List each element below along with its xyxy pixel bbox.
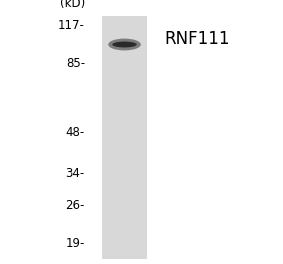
Text: 26-: 26- xyxy=(66,199,85,212)
Text: 85-: 85- xyxy=(66,58,85,70)
Ellipse shape xyxy=(108,39,141,50)
Bar xyxy=(102,16,147,259)
Text: 34-: 34- xyxy=(66,167,85,180)
Text: 117-: 117- xyxy=(58,19,85,32)
Text: 19-: 19- xyxy=(66,237,85,250)
Text: (kD): (kD) xyxy=(60,0,85,10)
Ellipse shape xyxy=(112,41,137,48)
Text: RNF111: RNF111 xyxy=(164,30,230,48)
Text: 48-: 48- xyxy=(66,126,85,139)
